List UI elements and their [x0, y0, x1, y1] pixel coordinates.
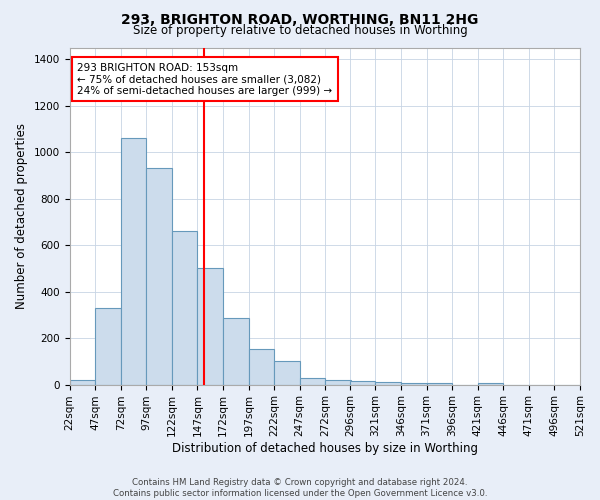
Bar	[121, 138, 146, 384]
Text: Size of property relative to detached houses in Worthing: Size of property relative to detached ho…	[133, 24, 467, 37]
Bar	[146, 168, 172, 384]
Bar	[248, 348, 274, 384]
Bar	[95, 308, 121, 384]
Bar	[274, 362, 300, 384]
Bar	[300, 378, 325, 384]
Bar	[70, 380, 95, 384]
Bar	[197, 268, 223, 384]
Bar	[223, 318, 248, 384]
Bar	[376, 382, 401, 384]
Text: 293, BRIGHTON ROAD, WORTHING, BN11 2HG: 293, BRIGHTON ROAD, WORTHING, BN11 2HG	[121, 12, 479, 26]
Text: Contains HM Land Registry data © Crown copyright and database right 2024.
Contai: Contains HM Land Registry data © Crown c…	[113, 478, 487, 498]
Text: 293 BRIGHTON ROAD: 153sqm
← 75% of detached houses are smaller (3,082)
24% of se: 293 BRIGHTON ROAD: 153sqm ← 75% of detac…	[77, 62, 332, 96]
X-axis label: Distribution of detached houses by size in Worthing: Distribution of detached houses by size …	[172, 442, 478, 455]
Bar	[172, 231, 197, 384]
Y-axis label: Number of detached properties: Number of detached properties	[15, 123, 28, 309]
Bar	[325, 380, 351, 384]
Bar	[350, 381, 376, 384]
